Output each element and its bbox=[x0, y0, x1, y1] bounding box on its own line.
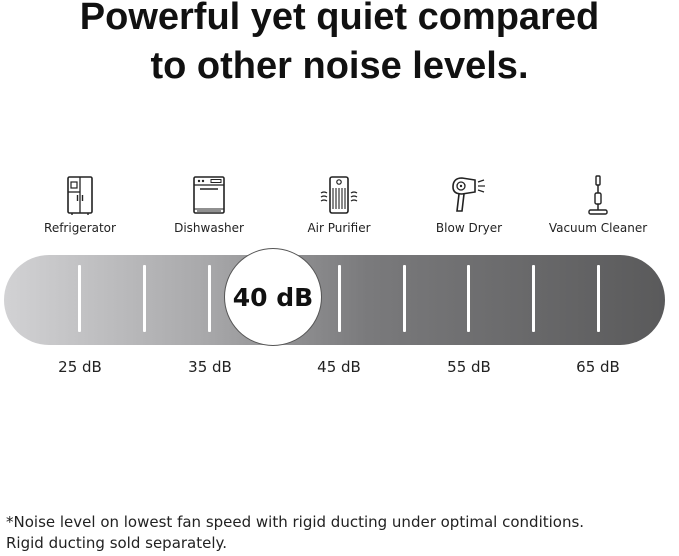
blow-dryer-icon bbox=[452, 177, 485, 212]
appliance-label: Blow Dryer bbox=[435, 221, 503, 235]
footnote: *Noise level on lowest fan speed with ri… bbox=[6, 512, 674, 554]
footnote-line-2: Rigid ducting sold separately. bbox=[6, 534, 228, 552]
appliance-air-purifier: Air Purifier bbox=[284, 175, 394, 235]
refrigerator-icon bbox=[67, 176, 93, 215]
appliance-vacuum-cleaner: Vacuum Cleaner bbox=[543, 175, 653, 235]
scale-tick bbox=[597, 265, 600, 332]
db-label: 55 dB bbox=[447, 358, 491, 376]
appliance-label: Vacuum Cleaner bbox=[548, 221, 648, 235]
headline-line-2: to other noise levels. bbox=[150, 45, 529, 87]
scale-tick bbox=[78, 265, 81, 332]
highlight-value: 40 dB bbox=[232, 282, 314, 312]
vacuum-cleaner-icon bbox=[588, 175, 608, 215]
noise-scale-bar bbox=[4, 255, 665, 345]
air-purifier-icon bbox=[320, 176, 358, 214]
appliance-label: Air Purifier bbox=[307, 221, 371, 235]
scale-tick bbox=[143, 265, 146, 332]
appliance-dishwasher: Dishwasher bbox=[154, 175, 264, 235]
scale-tick bbox=[208, 265, 211, 332]
db-label: 35 dB bbox=[188, 358, 232, 376]
appliance-label: Dishwasher bbox=[174, 221, 244, 235]
db-label: 45 dB bbox=[317, 358, 361, 376]
highlight-bubble: 40 dB bbox=[224, 248, 322, 346]
scale-tick bbox=[403, 265, 406, 332]
scale-tick bbox=[338, 265, 341, 332]
scale-tick bbox=[532, 265, 535, 332]
appliance-blow-dryer: Blow Dryer bbox=[414, 175, 524, 235]
scale-tick bbox=[467, 265, 470, 332]
appliance-label: Refrigerator bbox=[44, 221, 116, 235]
headline-line-1: Powerful yet quiet compared bbox=[79, 0, 600, 38]
appliance-refrigerator: Refrigerator bbox=[25, 175, 135, 235]
db-label: 65 dB bbox=[576, 358, 620, 376]
footnote-line-1: *Noise level on lowest fan speed with ri… bbox=[6, 513, 585, 531]
dishwasher-icon bbox=[193, 176, 225, 214]
db-label: 25 dB bbox=[58, 358, 102, 376]
